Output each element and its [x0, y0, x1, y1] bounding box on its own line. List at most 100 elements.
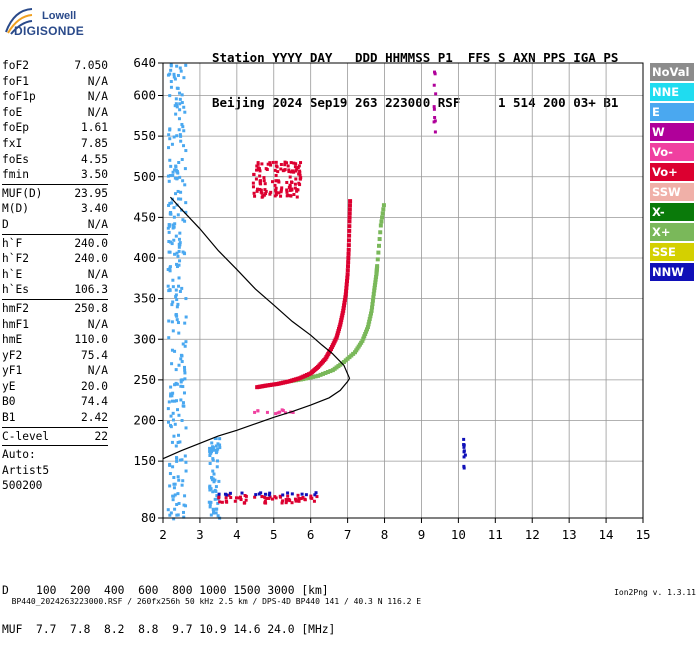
echo-point-e [168, 137, 172, 141]
echo-point-e [184, 63, 188, 67]
echo-point-voplus [294, 162, 298, 166]
echo-point-nnw [304, 493, 308, 497]
echo-point-voplus [263, 495, 267, 499]
param-name: foF2 [2, 59, 29, 72]
echo-point-e [171, 465, 175, 469]
echo-point-e [216, 501, 220, 505]
param-value: 23.95 [74, 186, 108, 200]
echo-point-nnw [286, 491, 290, 495]
echo-point-e [178, 241, 182, 245]
echo-point-e [175, 265, 179, 269]
echo-point-e [180, 158, 184, 162]
y-tick-label: 250 [133, 372, 156, 387]
muf-label: MUF [2, 623, 30, 636]
autoscale-line: Artist5 [2, 463, 50, 477]
distance-value: 400 [90, 584, 125, 597]
echo-point-voplus [262, 176, 266, 180]
echo-point-e [181, 342, 185, 346]
echo-point-e [180, 360, 184, 364]
echo-point-e [178, 440, 182, 444]
param-value: N/A [87, 364, 108, 378]
x-trace-point [370, 305, 375, 310]
x-trace-point [377, 237, 382, 242]
y-tick-label: 200 [133, 413, 156, 428]
echo-point-voplus [264, 167, 268, 171]
echo-point-e [175, 262, 179, 266]
o-trace-point [346, 243, 351, 248]
echo-point-voplus [294, 169, 298, 173]
echo-point-e [218, 437, 222, 441]
param-name: C-level [2, 429, 50, 443]
echo-point-voplus [256, 162, 260, 166]
echo-point-voplus [271, 160, 275, 164]
x-tick-label: 14 [599, 527, 614, 542]
echo-point-nnw [254, 493, 258, 497]
echo-point-e [182, 144, 186, 148]
echo-point-e [179, 357, 183, 361]
echo-point-vominus [265, 410, 269, 414]
x-trace-point [364, 329, 369, 334]
echo-point-e [172, 482, 176, 486]
echo-point-e [218, 446, 222, 450]
x-trace-point [369, 311, 373, 316]
x-trace-point [367, 319, 372, 324]
param-row-hmf2: hmF2 250.8 [2, 301, 108, 317]
muf-unit: [MHz] [294, 623, 336, 636]
echo-point-voplus [288, 175, 292, 179]
o-trace-point [347, 233, 352, 238]
echo-point-e [174, 102, 178, 106]
o-trace-point [340, 313, 345, 318]
echo-point-nnw [314, 491, 318, 495]
echo-point-nnw [240, 491, 244, 495]
echo-point-voplus [283, 160, 287, 164]
echo-point-e [182, 251, 186, 255]
echo-point-e [181, 479, 185, 483]
echo-point-e [184, 149, 188, 153]
echo-point-e [177, 237, 181, 241]
x-trace-point [370, 298, 375, 303]
echo-point-voplus [292, 170, 296, 174]
x-trace-point [325, 370, 330, 375]
x-tick-label: 15 [635, 527, 650, 542]
echo-point-e [215, 494, 219, 498]
echo-point-nnw [259, 491, 263, 495]
echo-point-e [214, 507, 218, 511]
echo-point-e [178, 66, 182, 70]
echo-point-voplus [264, 501, 268, 505]
echo-point-voplus [255, 164, 259, 168]
param-separator [2, 426, 108, 428]
echo-point-e [177, 284, 181, 288]
muf-value: 10.9 [192, 623, 227, 636]
param-value: 3.50 [81, 168, 108, 182]
echo-point-e [169, 414, 173, 418]
echo-point-e [176, 440, 180, 444]
muf-value: 7.7 [29, 623, 57, 636]
legend-item-noval: NoVal [650, 63, 694, 81]
echo-point-voplus [270, 497, 274, 501]
param-name: yF1 [2, 364, 23, 378]
echo-point-voplus [285, 180, 289, 184]
echo-point-voplus [296, 166, 300, 170]
echo-point-nnw [225, 493, 229, 497]
echo-point-voplus [289, 170, 293, 174]
echo-point-w [433, 130, 437, 134]
echo-point-e [168, 94, 172, 98]
echo-point-vominus [253, 410, 257, 414]
echo-point-e [211, 457, 215, 461]
echo-point-e [183, 344, 187, 348]
echo-point-e [176, 254, 180, 258]
echo-point-w [432, 105, 436, 109]
echo-point-e [172, 475, 176, 479]
echo-point-nnw [462, 437, 466, 441]
x-trace-point [318, 372, 323, 377]
echo-point-e [212, 480, 216, 484]
param-row-he: h`E N/A [2, 267, 108, 283]
muf-value: 9.7 [158, 623, 193, 636]
echo-point-e [179, 190, 183, 194]
o-trace-point [346, 247, 351, 252]
o-trace-point [347, 211, 352, 216]
x-trace-point [372, 283, 377, 288]
echo-point-e [183, 494, 187, 498]
echo-point-vominus [256, 409, 260, 413]
echo-point-e [173, 349, 177, 353]
